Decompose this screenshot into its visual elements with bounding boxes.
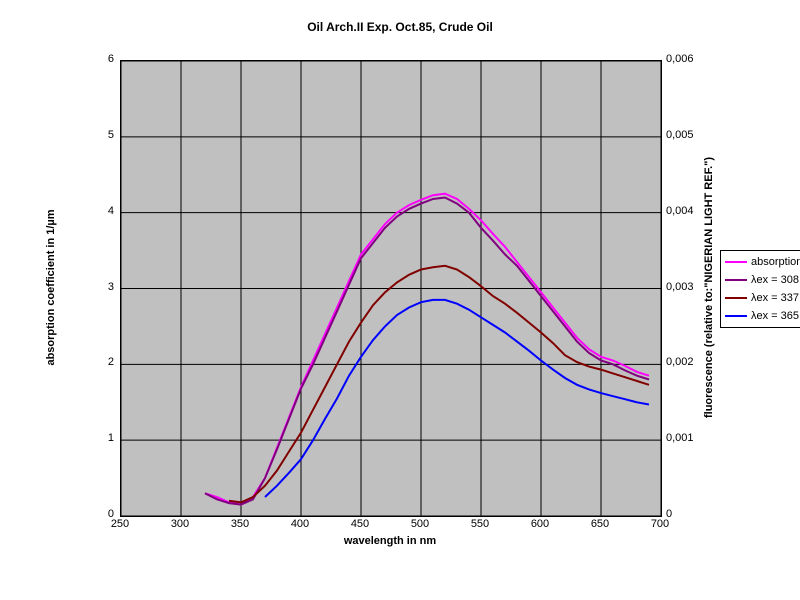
x-tick-label: 450 — [340, 518, 380, 530]
y-left-tick-label: 6 — [14, 53, 114, 65]
x-tick-label: 500 — [400, 518, 440, 530]
plot-area — [120, 60, 662, 517]
y-right-tick-label: 0,005 — [666, 129, 766, 141]
legend-label: λex = 365 nm — [751, 310, 800, 322]
legend-label: absorption coef. — [751, 256, 800, 268]
y-left-tick-label: 4 — [14, 205, 114, 217]
legend-swatch — [725, 315, 747, 317]
x-tick-label: 650 — [580, 518, 620, 530]
legend: absorption coef. λex = 308 nm λex = 337 nm… — [720, 250, 800, 328]
y-left-tick-label: 0 — [14, 508, 114, 520]
x-tick-label: 600 — [520, 518, 560, 530]
legend-swatch — [725, 261, 747, 263]
legend-swatch — [725, 297, 747, 299]
legend-swatch — [725, 279, 747, 281]
y-right-tick-label: 0,006 — [666, 53, 766, 65]
series-line — [229, 266, 649, 503]
y-right-tick-label: 0 — [666, 508, 766, 520]
chart-title: Oil Arch.II Exp. Oct.85, Crude Oil — [0, 20, 800, 34]
series-layer — [121, 61, 661, 516]
x-tick-label: 300 — [160, 518, 200, 530]
y-left-tick-label: 1 — [14, 432, 114, 444]
x-tick-label: 350 — [220, 518, 260, 530]
y-right-tick-label: 0,004 — [666, 205, 766, 217]
y-right-tick-label: 0,001 — [666, 432, 766, 444]
y-right-tick-label: 0,002 — [666, 356, 766, 368]
legend-label: λex = 337 nm — [751, 292, 800, 304]
series-line — [265, 300, 649, 497]
legend-item: λex = 365 nm — [725, 307, 800, 325]
legend-item: absorption coef. — [725, 253, 800, 271]
series-line — [205, 198, 649, 505]
legend-label: λex = 308 nm — [751, 274, 800, 286]
x-tick-label: 550 — [460, 518, 500, 530]
y-left-tick-label: 2 — [14, 356, 114, 368]
x-tick-label: 400 — [280, 518, 320, 530]
y-left-tick-label: 3 — [14, 281, 114, 293]
x-axis-label: wavelength in nm — [120, 535, 660, 547]
series-line — [205, 194, 649, 505]
legend-item: λex = 308 nm — [725, 271, 800, 289]
legend-item: λex = 337 nm — [725, 289, 800, 307]
y-left-tick-label: 5 — [14, 129, 114, 141]
